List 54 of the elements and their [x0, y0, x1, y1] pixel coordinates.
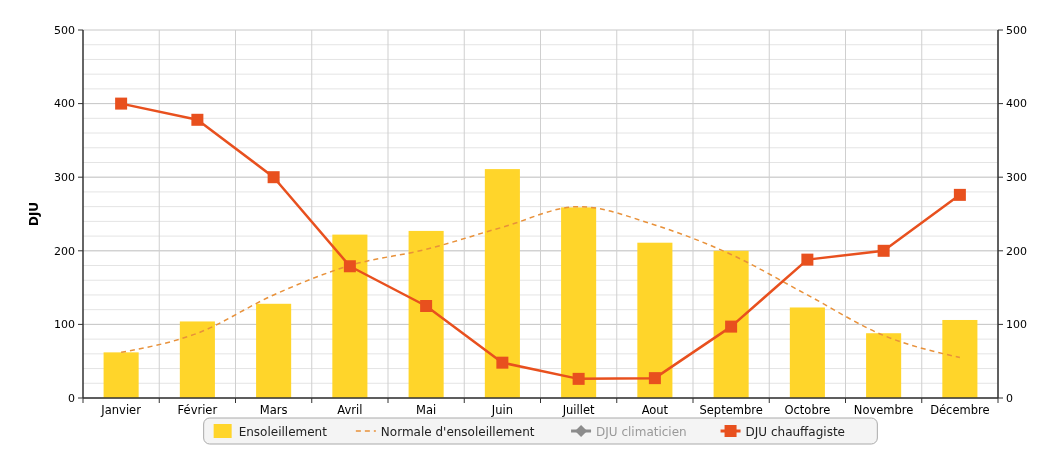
y-tick-label: 400: [54, 97, 75, 111]
bar: [561, 207, 597, 398]
x-tick-label: Mai: [416, 403, 437, 417]
x-tick-label: Février: [177, 403, 218, 417]
x-tick-label: Juin: [490, 403, 513, 417]
y2-tick-label: 300: [1006, 171, 1027, 185]
point: [648, 372, 661, 385]
point: [267, 171, 280, 184]
bar: [637, 242, 673, 398]
x-tick-label: Juillet: [561, 403, 596, 417]
x-tick-label: Aout: [641, 403, 669, 417]
point: [725, 320, 738, 333]
legend-label: Normale d'ensoleillement: [380, 425, 535, 439]
x-tick-label: Avril: [337, 403, 363, 417]
x-tick-label: Novembre: [853, 403, 914, 417]
y-tick-label: 300: [54, 171, 75, 185]
y-axis-title: DJU: [27, 201, 41, 227]
bar: [866, 333, 902, 398]
bar: [332, 234, 368, 398]
x-tick-label: Décembre: [930, 403, 990, 417]
point: [801, 253, 814, 266]
point: [496, 356, 509, 369]
bar: [942, 319, 978, 398]
bar: [789, 307, 825, 398]
point: [572, 372, 585, 385]
point: [877, 244, 890, 257]
legend-label: DJU chauffagiste: [745, 425, 845, 439]
y2-tick-label: 0: [1006, 391, 1013, 405]
x-tick-label: Octobre: [784, 403, 831, 417]
bar: [103, 352, 139, 398]
y-tick-label: 200: [54, 244, 75, 258]
y2-tick-label: 100: [1006, 318, 1027, 332]
y2-tick-label: 500: [1006, 23, 1027, 37]
bar: [256, 303, 292, 398]
line-series: [120, 205, 961, 359]
bar: [408, 230, 444, 398]
point: [115, 97, 128, 110]
x-tick-label: Septembre: [699, 403, 763, 417]
point: [953, 188, 966, 201]
y2-tick-label: 400: [1006, 97, 1027, 111]
bar: [484, 169, 520, 398]
point: [343, 260, 356, 273]
y2-tick-label: 200: [1006, 244, 1027, 258]
x-tick-label: Janvier: [100, 403, 142, 417]
x-tick-label: Mars: [259, 403, 288, 417]
y-tick-label: 500: [54, 23, 75, 37]
y-tick-label: 100: [54, 318, 75, 332]
bar: [179, 321, 215, 398]
y-tick-label: 0: [68, 391, 75, 405]
bar: [713, 250, 749, 398]
legend-label: DJU climaticien: [596, 425, 687, 439]
point: [420, 300, 433, 312]
legend-label: Ensoleillement: [238, 425, 328, 439]
point: [191, 113, 204, 126]
